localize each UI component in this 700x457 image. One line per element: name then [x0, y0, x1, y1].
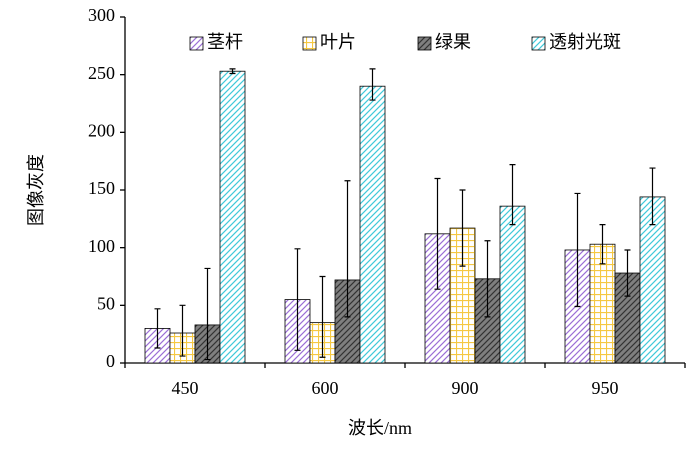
error-bar — [509, 164, 516, 226]
error-bar — [154, 308, 161, 349]
error-bar — [599, 224, 606, 265]
y-axis-label: 图像灰度 — [26, 154, 46, 226]
error-bar — [624, 249, 631, 297]
legend-label: 叶片 — [320, 32, 356, 52]
error-bar — [319, 275, 326, 358]
x-tick-label: 900 — [452, 378, 479, 398]
y-tick-label: 0 — [106, 351, 115, 371]
error-bar — [484, 240, 491, 318]
error-bar — [574, 192, 581, 308]
bar — [219, 70, 246, 364]
error-bar — [179, 304, 186, 357]
x-axis-label: 波长/nm — [348, 418, 412, 438]
error-bar — [229, 68, 236, 75]
x-tick-label: 450 — [172, 378, 199, 398]
bar — [359, 85, 386, 364]
legend-swatch — [417, 36, 432, 51]
x-tick-label: 600 — [312, 378, 339, 398]
bar — [499, 205, 526, 364]
y-tick-label: 50 — [97, 293, 115, 313]
error-bar — [649, 167, 656, 226]
error-bar — [294, 248, 301, 351]
y-tick-label: 250 — [88, 63, 115, 83]
error-bar — [369, 68, 376, 101]
y-tick-label: 300 — [88, 5, 115, 25]
x-tick-label: 950 — [592, 378, 619, 398]
y-tick-label: 150 — [88, 178, 115, 198]
legend-label: 茎杆 — [207, 32, 243, 52]
legend-swatch — [302, 36, 317, 51]
error-bar — [434, 177, 441, 290]
legend-swatch — [189, 36, 204, 51]
error-bar — [344, 180, 351, 318]
error-bar — [204, 267, 211, 361]
legend-label: 透射光斑 — [549, 32, 621, 52]
error-bar — [459, 189, 466, 267]
y-tick-label: 200 — [88, 120, 115, 140]
legend-swatch — [531, 36, 546, 51]
legend-label: 绿果 — [435, 32, 471, 52]
y-tick-label: 100 — [88, 236, 115, 256]
